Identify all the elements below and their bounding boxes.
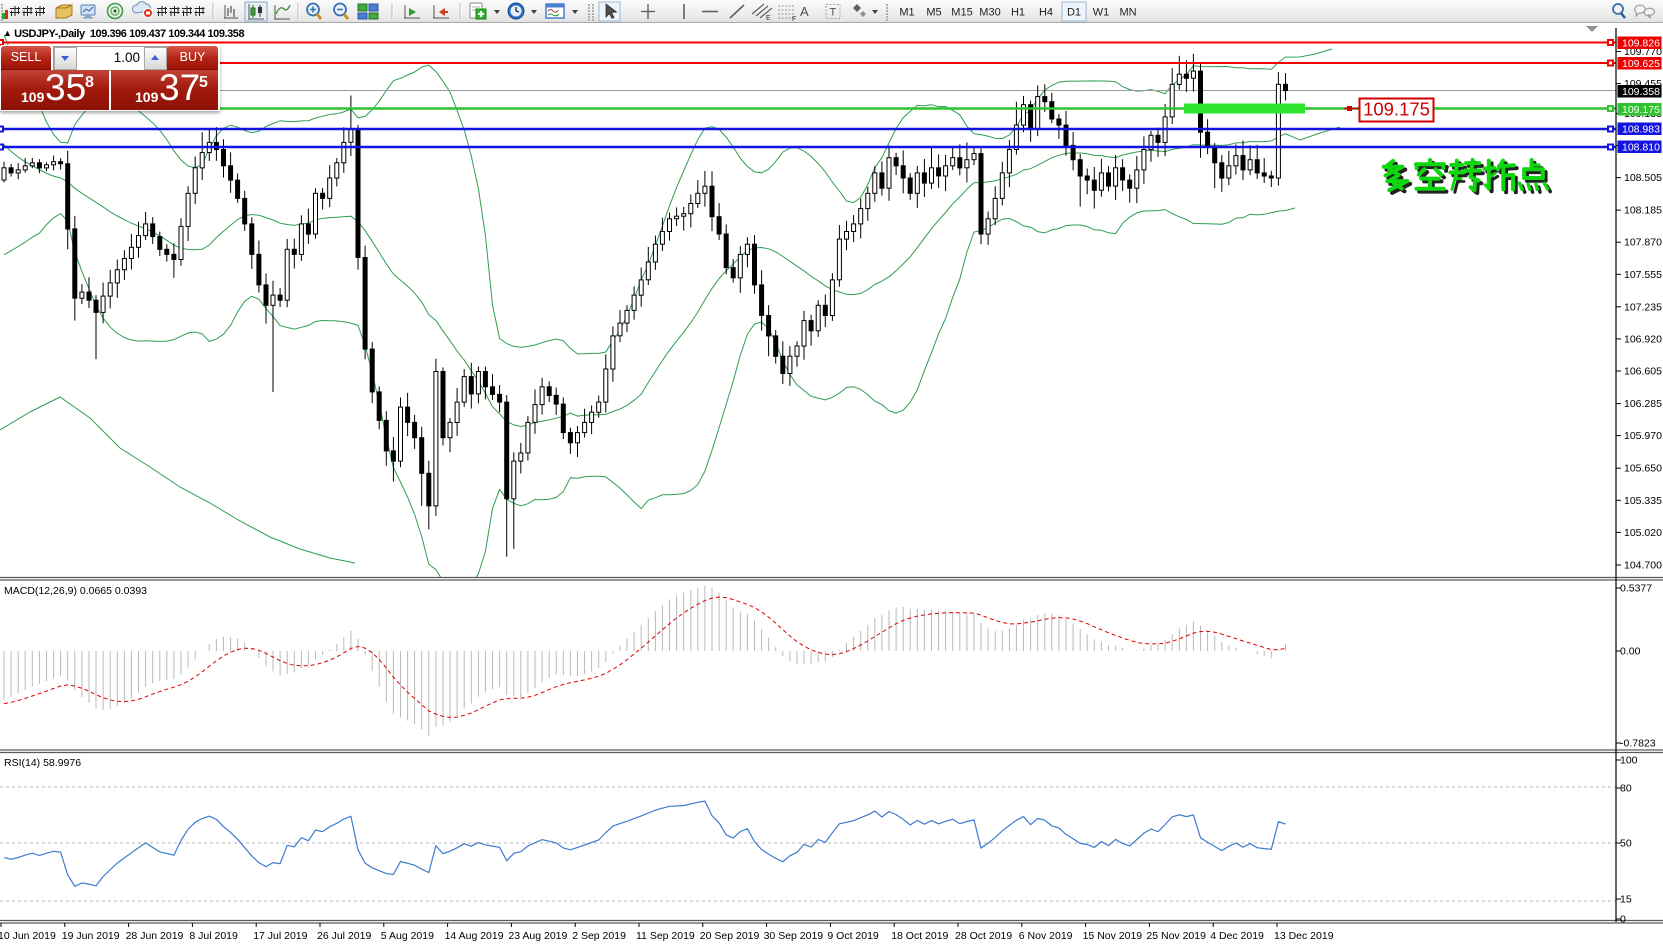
svg-text:28 Oct 2019: 28 Oct 2019 <box>955 930 1012 942</box>
svg-text:50: 50 <box>1620 838 1632 850</box>
svg-text:106.285: 106.285 <box>1624 398 1662 410</box>
svg-text:19 Jun 2019: 19 Jun 2019 <box>62 930 120 942</box>
svg-text:14 Aug 2019: 14 Aug 2019 <box>445 930 504 942</box>
svg-text:106.920: 106.920 <box>1624 333 1662 345</box>
svg-text:-0.7823: -0.7823 <box>1620 738 1656 750</box>
svg-text:23 Aug 2019: 23 Aug 2019 <box>508 930 567 942</box>
svg-text:W1: W1 <box>1093 7 1110 19</box>
svg-text:0: 0 <box>1620 914 1626 926</box>
svg-text:4 Dec 2019: 4 Dec 2019 <box>1210 930 1264 942</box>
svg-text:H4: H4 <box>1039 7 1053 19</box>
svg-text:8 Jul 2019: 8 Jul 2019 <box>189 930 238 942</box>
svg-text:M1: M1 <box>899 7 914 19</box>
svg-text:100: 100 <box>1620 755 1638 767</box>
svg-text:80: 80 <box>1620 783 1632 795</box>
svg-text:MN: MN <box>1119 7 1136 19</box>
svg-text:0.5377: 0.5377 <box>1620 583 1652 595</box>
svg-text:15 Nov 2019: 15 Nov 2019 <box>1083 930 1143 942</box>
svg-text:M30: M30 <box>979 7 1000 19</box>
svg-text:105.650: 105.650 <box>1624 463 1662 475</box>
svg-text:13 Dec 2019: 13 Dec 2019 <box>1274 930 1334 942</box>
svg-text:107.555: 107.555 <box>1624 269 1662 281</box>
svg-text:M5: M5 <box>926 7 941 19</box>
svg-text:105.970: 105.970 <box>1624 430 1662 442</box>
svg-text:109.358: 109.358 <box>1622 86 1660 98</box>
svg-text:107.235: 107.235 <box>1624 301 1662 313</box>
svg-text:F: F <box>792 16 796 22</box>
svg-text:108.185: 108.185 <box>1624 205 1662 217</box>
svg-text:108.810: 108.810 <box>1622 142 1660 154</box>
svg-text:109.625: 109.625 <box>1622 58 1660 70</box>
svg-text:9 Oct 2019: 9 Oct 2019 <box>827 930 879 942</box>
svg-text:2 Sep 2019: 2 Sep 2019 <box>572 930 626 942</box>
svg-text:E: E <box>766 15 771 22</box>
svg-text:109.826: 109.826 <box>1622 38 1660 50</box>
svg-text:25 Nov 2019: 25 Nov 2019 <box>1146 930 1206 942</box>
svg-text:104.700: 104.700 <box>1624 560 1662 572</box>
svg-text:105.020: 105.020 <box>1624 527 1662 539</box>
svg-text:15: 15 <box>1620 894 1632 906</box>
svg-text:A: A <box>800 4 809 19</box>
svg-text:28 Jun 2019: 28 Jun 2019 <box>126 930 184 942</box>
svg-text:MACD(12,26,9) 0.0665 0.0393: MACD(12,26,9) 0.0665 0.0393 <box>4 585 147 597</box>
svg-text:D1: D1 <box>1067 7 1081 19</box>
svg-text:107.870: 107.870 <box>1624 237 1662 249</box>
svg-text:H1: H1 <box>1011 7 1025 19</box>
svg-text:108.983: 108.983 <box>1622 124 1660 136</box>
svg-text:5 Aug 2019: 5 Aug 2019 <box>381 930 434 942</box>
svg-text:108.505: 108.505 <box>1624 172 1662 184</box>
svg-text:30 Sep 2019: 30 Sep 2019 <box>764 930 824 942</box>
svg-text:M15: M15 <box>951 7 972 19</box>
svg-text:26 Jul 2019: 26 Jul 2019 <box>317 930 371 942</box>
svg-text:20 Sep 2019: 20 Sep 2019 <box>700 930 760 942</box>
svg-text:106.605: 106.605 <box>1624 366 1662 378</box>
svg-text:109.175: 109.175 <box>1363 99 1430 120</box>
svg-text:0.00: 0.00 <box>1620 646 1641 658</box>
svg-text:109.175: 109.175 <box>1622 104 1660 116</box>
svg-text:10 Jun 2019: 10 Jun 2019 <box>0 930 56 942</box>
svg-text:6 Nov 2019: 6 Nov 2019 <box>1019 930 1073 942</box>
svg-text:T: T <box>830 7 837 19</box>
svg-text:11 Sep 2019: 11 Sep 2019 <box>636 930 695 942</box>
svg-text:18 Oct 2019: 18 Oct 2019 <box>891 930 948 942</box>
svg-text:17 Jul 2019: 17 Jul 2019 <box>253 930 307 942</box>
svg-text:105.335: 105.335 <box>1624 495 1662 507</box>
svg-text:RSI(14) 58.9976: RSI(14) 58.9976 <box>4 757 81 769</box>
